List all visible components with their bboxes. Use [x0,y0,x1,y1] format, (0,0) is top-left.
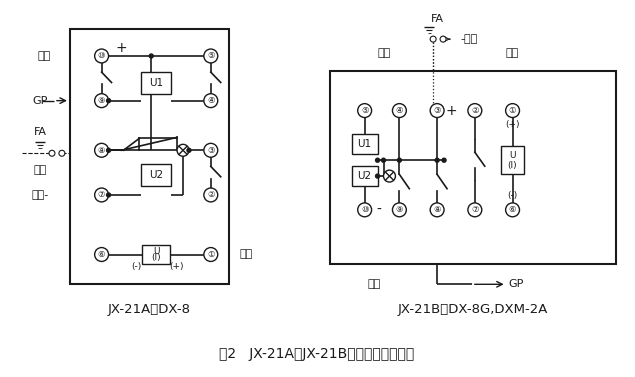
Text: U: U [153,247,159,256]
Circle shape [375,174,380,178]
Circle shape [177,144,189,156]
Text: ②: ② [207,190,215,199]
Text: ⑩: ⑩ [361,205,368,215]
Text: (+): (+) [169,262,184,271]
Circle shape [95,248,109,262]
Circle shape [204,248,218,262]
Bar [142,245,170,264]
Circle shape [468,104,482,118]
Text: ⑤: ⑤ [207,52,215,60]
Circle shape [107,99,110,103]
Text: -: - [28,148,32,158]
Text: JX-21B代DX-8G,DXM-2A: JX-21B代DX-8G,DXM-2A [398,303,548,316]
Text: 电源: 电源 [368,279,381,289]
Circle shape [392,203,406,217]
Text: ⑧: ⑧ [433,205,441,215]
Text: +: + [445,104,457,118]
Text: ⑨: ⑨ [98,96,105,105]
Text: ③: ③ [207,146,215,155]
Text: U: U [509,151,516,160]
Circle shape [505,104,519,118]
Circle shape [505,203,519,217]
Text: ⑦: ⑦ [471,205,479,215]
Text: ④: ④ [396,106,403,115]
Text: (I): (I) [508,161,518,170]
Circle shape [107,193,110,197]
Text: U1: U1 [149,78,163,88]
Text: ③: ③ [433,106,441,115]
Text: ②: ② [471,106,479,115]
Circle shape [382,158,385,162]
Circle shape [435,158,439,162]
Circle shape [95,94,109,107]
Text: ⑩: ⑩ [98,52,105,60]
Text: GP: GP [32,96,48,106]
Circle shape [95,49,109,63]
Bar [70,29,229,284]
Text: (I): (I) [151,253,161,262]
Bar [142,72,171,94]
Circle shape [204,94,218,107]
Text: (+): (+) [505,120,520,129]
Text: 启动: 启动 [506,48,519,58]
Circle shape [59,150,65,156]
Bar [500,146,525,174]
Circle shape [107,148,110,152]
Text: ⑧: ⑧ [98,146,105,155]
Text: ⑤: ⑤ [361,106,368,115]
Text: 电源: 电源 [37,51,51,61]
Bar [330,71,616,264]
Circle shape [204,49,218,63]
Text: GP: GP [509,279,525,289]
Text: ⑥: ⑥ [509,205,516,215]
Circle shape [204,188,218,202]
Text: 启动: 启动 [240,250,253,259]
Circle shape [398,158,401,162]
Circle shape [375,158,380,162]
Text: +: + [116,41,127,55]
Text: -复归: -复归 [461,34,478,44]
Text: U2: U2 [358,171,371,181]
Circle shape [187,148,191,152]
Bar [352,166,378,186]
Circle shape [204,143,218,157]
Text: ④: ④ [207,96,215,105]
Circle shape [358,203,371,217]
Circle shape [384,170,396,182]
Text: FA: FA [431,14,444,24]
Circle shape [468,203,482,217]
Bar [352,135,378,154]
Text: 电源: 电源 [378,48,391,58]
Circle shape [95,143,109,157]
Text: ①: ① [207,250,215,259]
Text: (-): (-) [131,262,142,271]
Text: ⑥: ⑥ [98,250,105,259]
Circle shape [149,54,153,58]
Text: JX-21A代DX-8: JX-21A代DX-8 [108,303,190,316]
Circle shape [430,36,436,42]
Text: ①: ① [509,106,516,115]
Bar [142,164,171,186]
Circle shape [358,104,371,118]
Circle shape [430,104,444,118]
Text: 电源-: 电源- [32,190,49,200]
Text: -: - [376,203,381,217]
Text: ⑦: ⑦ [98,190,105,199]
Text: 图2   JX-21A、JX-21B接线图（正视图）: 图2 JX-21A、JX-21B接线图（正视图） [219,347,415,361]
Text: 复归: 复归 [34,165,47,175]
Text: FA: FA [34,127,46,137]
Circle shape [430,203,444,217]
Text: (-): (-) [507,192,518,201]
Circle shape [49,150,55,156]
Circle shape [95,188,109,202]
Text: U2: U2 [149,170,163,180]
Text: ⑨: ⑨ [396,205,403,215]
Circle shape [440,36,446,42]
Circle shape [442,158,446,162]
Circle shape [392,104,406,118]
Text: U1: U1 [358,139,371,149]
